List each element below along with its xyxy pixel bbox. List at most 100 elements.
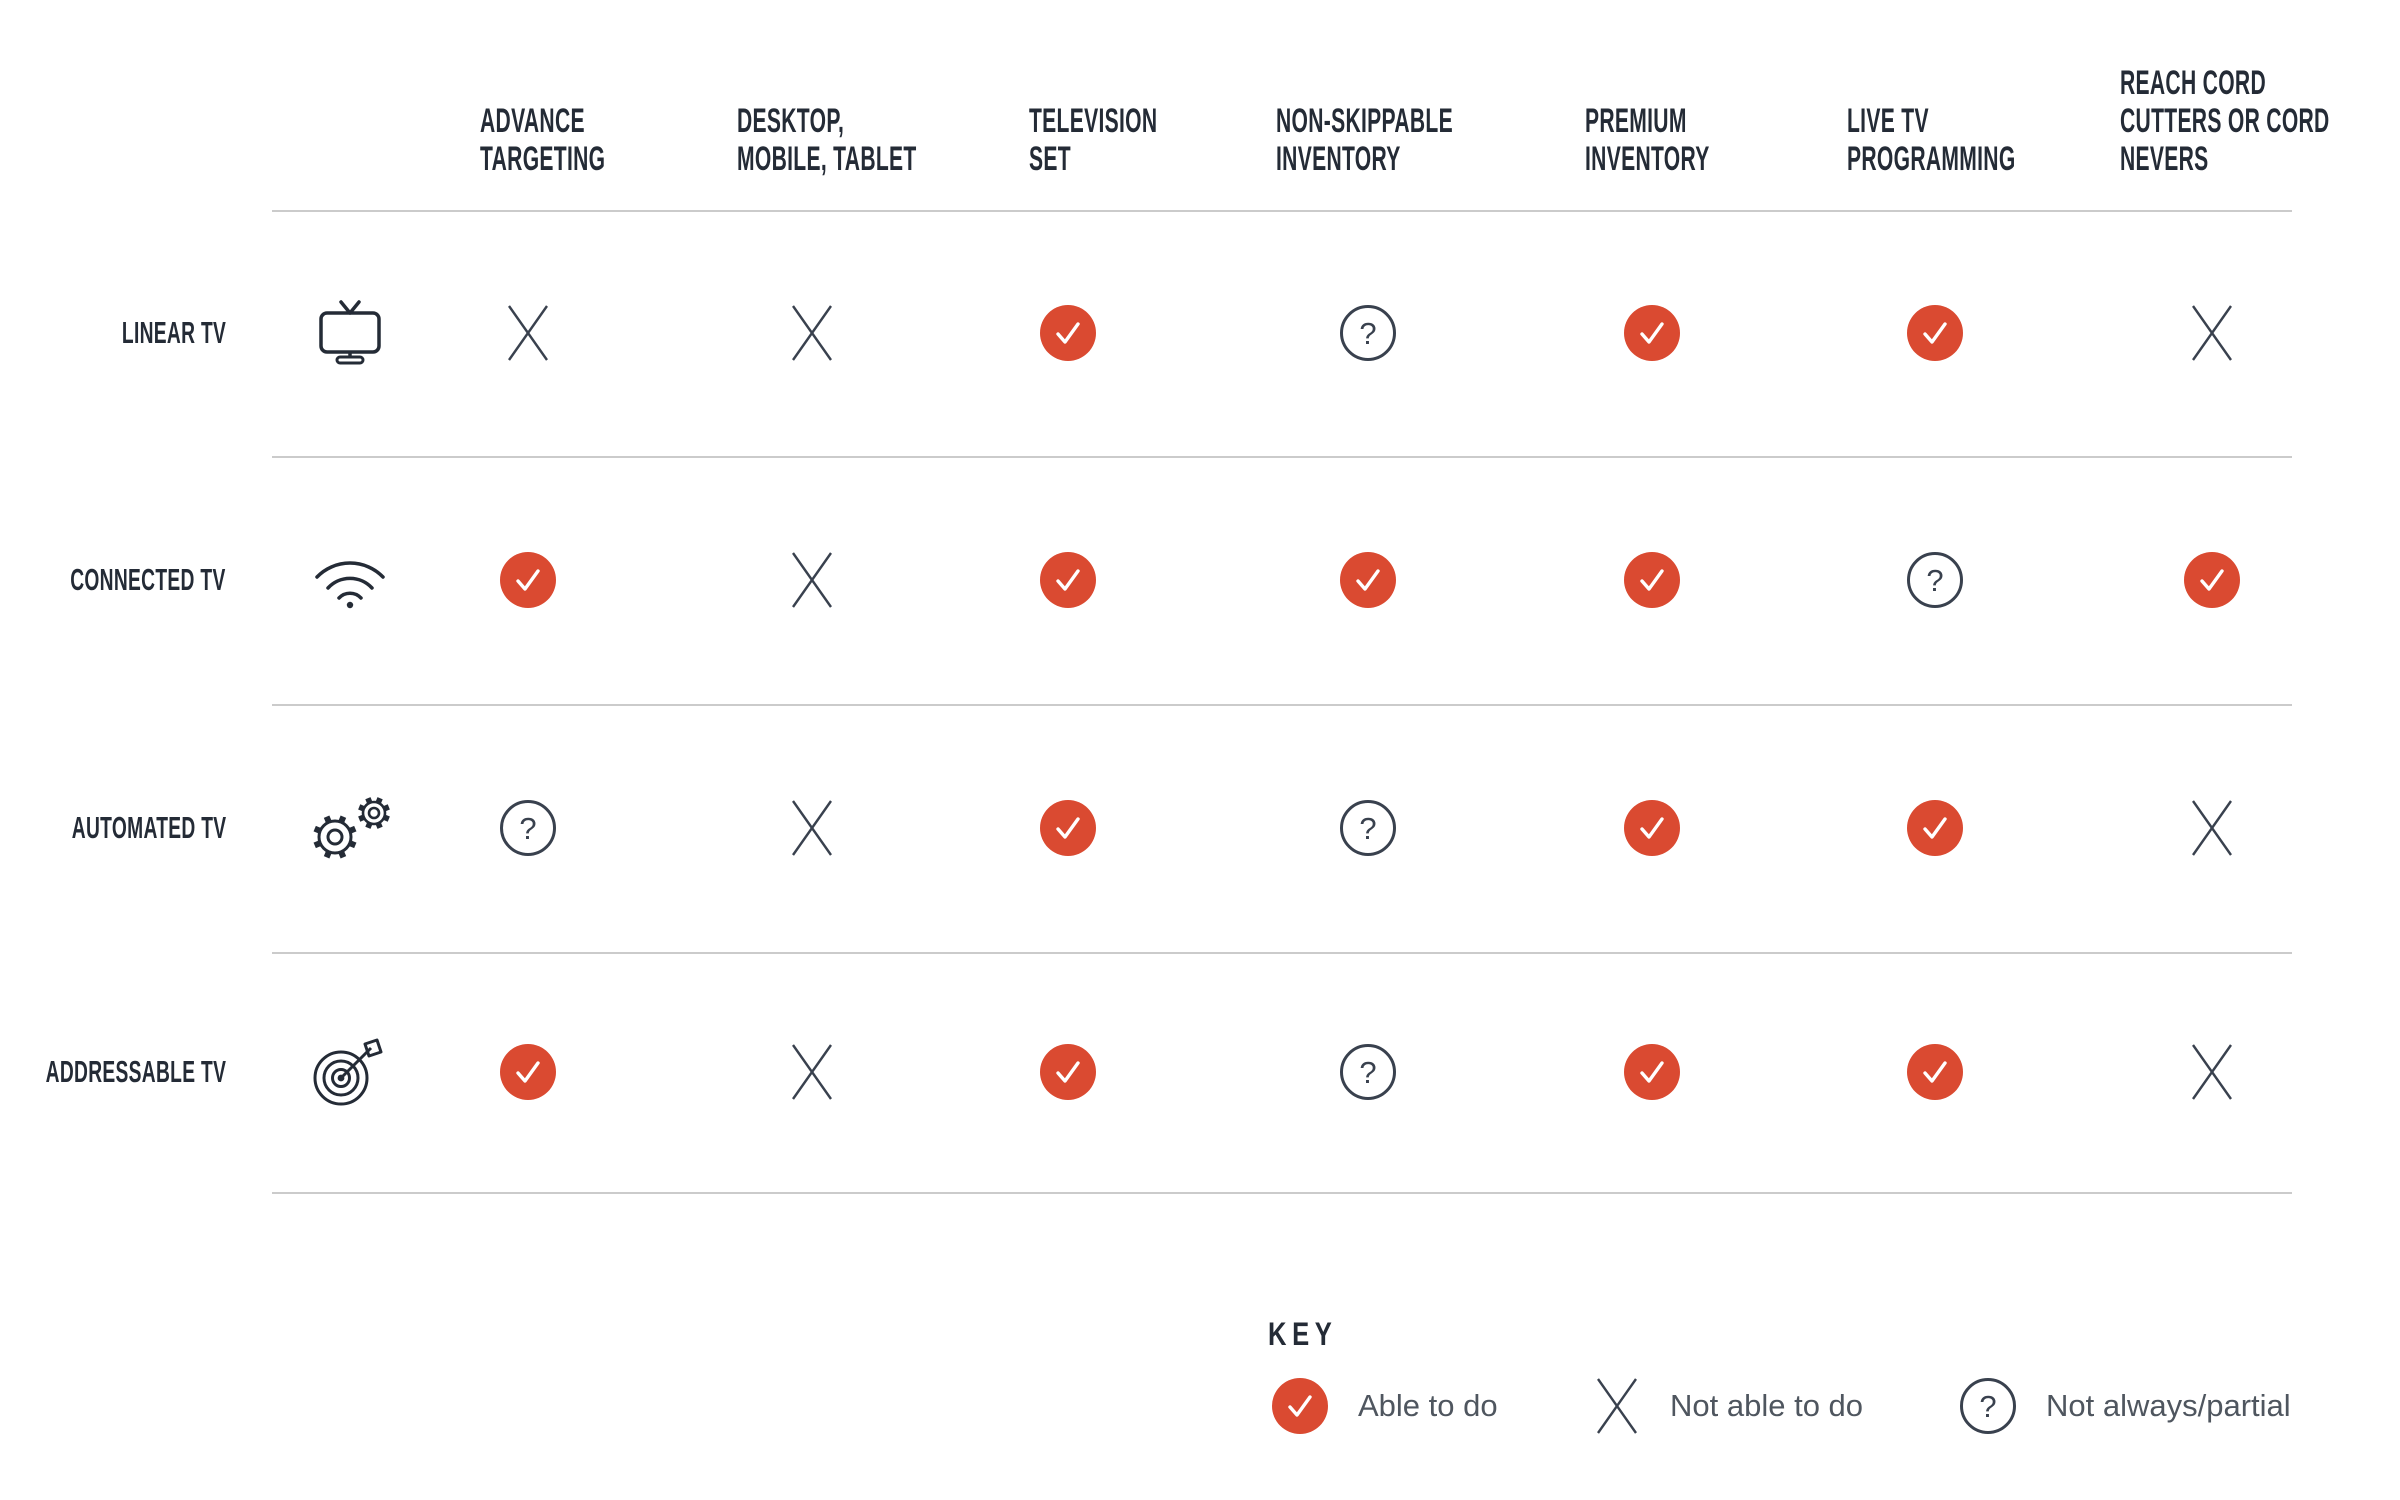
column-header-line: INVENTORY: [1276, 140, 1401, 178]
column-header: LIVE TV PROGRAMMING: [1847, 102, 2016, 178]
column-header: ADVANCE TARGETING: [480, 102, 605, 178]
question-icon: ?: [1907, 552, 1963, 608]
matrix-cell-cross: [767, 1027, 857, 1117]
row-label-linear-tv: LINEAR TV: [121, 315, 226, 350]
column-header: PREMIUM INVENTORY: [1585, 102, 1710, 178]
column-header: NON-SKIPPABLE INVENTORY: [1276, 102, 1453, 178]
row-label-automated-tv: AUTOMATED TV: [71, 810, 226, 845]
matrix-cell-question: ?: [483, 783, 573, 873]
matrix-cell-cross: [767, 535, 857, 625]
matrix-cell-check: [1023, 288, 1113, 378]
cross-icon: [2192, 305, 2232, 361]
matrix-cell-check: [483, 535, 573, 625]
legend-item: Not able to do: [1594, 1377, 1863, 1435]
row-label-connected-tv: CONNECTED TV: [70, 562, 226, 597]
matrix-cell-question: ?: [1890, 535, 1980, 625]
column-header-line: DESKTOP,: [737, 102, 845, 140]
legend-item-label: Not able to do: [1670, 1388, 1864, 1423]
column-header: TELEVISION SET: [1029, 102, 1157, 178]
column-header: DESKTOP, MOBILE, TABLET: [737, 102, 917, 178]
matrix-cell-check: [1023, 535, 1113, 625]
cross-icon: [2192, 800, 2232, 856]
legend-item: ? Not always/partial: [1960, 1377, 2291, 1435]
column-header-line: TELEVISION: [1029, 102, 1158, 140]
matrix-cell-question: ?: [1323, 288, 1413, 378]
column-header-line: REACH CORD: [2120, 64, 2266, 102]
matrix-cell-cross: [2167, 783, 2257, 873]
matrix-cell-check: [1023, 1027, 1113, 1117]
row-icon-cell: [290, 1017, 410, 1127]
check-icon: [1040, 552, 1096, 608]
matrix-cell-check: [1607, 535, 1697, 625]
legend-title: KEY: [1268, 1316, 1338, 1352]
check-icon: [1624, 800, 1680, 856]
cross-icon: [508, 305, 548, 361]
matrix-cell-check: [1607, 1027, 1697, 1117]
matrix-cell-question: ?: [1323, 1027, 1413, 1117]
row-separator-line: [272, 210, 2292, 212]
question-icon: ?: [1340, 800, 1396, 856]
row-icon-cell: [290, 773, 410, 883]
column-header: REACH CORD CUTTERS OR CORD NEVERS: [2120, 64, 2330, 178]
column-header-line: SET: [1029, 140, 1071, 178]
legend-item-label: Not always/partial: [2046, 1388, 2291, 1423]
cross-icon: [792, 552, 832, 608]
check-icon: [1040, 1044, 1096, 1100]
check-icon: [1272, 1378, 1328, 1434]
matrix-cell-check: [1323, 535, 1413, 625]
wifi-icon: [315, 561, 385, 609]
column-header-line: NON-SKIPPABLE: [1276, 102, 1453, 140]
matrix-cell-check: [1890, 783, 1980, 873]
matrix-cell-cross: [767, 783, 857, 873]
column-header-line: MOBILE, TABLET: [737, 140, 917, 178]
row-separator-line: [272, 1192, 2292, 1194]
column-header-line: TARGETING: [480, 140, 606, 178]
cross-icon: [2192, 1044, 2232, 1100]
cross-icon: [792, 800, 832, 856]
question-icon: ?: [1340, 305, 1396, 361]
check-icon: [1624, 305, 1680, 361]
check-icon: [2184, 552, 2240, 608]
question-icon: ?: [500, 800, 556, 856]
check-icon: [1040, 305, 1096, 361]
tv-icon: [319, 300, 381, 365]
matrix-cell-check: [1023, 783, 1113, 873]
question-icon: ?: [1960, 1378, 2016, 1434]
matrix-cell-check: [1607, 783, 1697, 873]
column-header-line: CUTTERS OR CORD: [2120, 102, 2330, 140]
matrix-cell-check: [1607, 288, 1697, 378]
matrix-cell-question: ?: [1323, 783, 1413, 873]
column-header-line: NEVERS: [2120, 140, 2209, 178]
check-icon: [1624, 1044, 1680, 1100]
matrix-cell-cross: [2167, 288, 2257, 378]
matrix-cell-check: [2167, 535, 2257, 625]
column-header-line: INVENTORY: [1585, 140, 1710, 178]
cross-icon: [1597, 1378, 1637, 1434]
check-icon: [500, 1044, 556, 1100]
row-separator-line: [272, 704, 2292, 706]
target-icon: [313, 1038, 383, 1106]
check-icon: [1907, 800, 1963, 856]
legend-item-label: Able to do: [1358, 1388, 1498, 1423]
check-icon: [1907, 1044, 1963, 1100]
gears-icon: [313, 797, 390, 859]
matrix-cell-cross: [2167, 1027, 2257, 1117]
matrix-cell-cross: [767, 288, 857, 378]
matrix-cell-check: [483, 1027, 573, 1117]
question-icon: ?: [1340, 1044, 1396, 1100]
check-icon: [1340, 552, 1396, 608]
matrix-cell-check: [1890, 288, 1980, 378]
check-icon: [1624, 552, 1680, 608]
check-icon: [500, 552, 556, 608]
matrix-cell-cross: [483, 288, 573, 378]
cross-icon: [792, 305, 832, 361]
legend-item: Able to do: [1272, 1377, 1498, 1435]
row-separator-line: [272, 456, 2292, 458]
column-header-line: PREMIUM: [1585, 102, 1687, 140]
column-header-line: ADVANCE: [480, 102, 585, 140]
row-label-addressable-tv: ADDRESSABLE TV: [45, 1054, 226, 1089]
row-icon-cell: [290, 278, 410, 388]
row-separator-line: [272, 952, 2292, 954]
cross-icon: [792, 1044, 832, 1100]
